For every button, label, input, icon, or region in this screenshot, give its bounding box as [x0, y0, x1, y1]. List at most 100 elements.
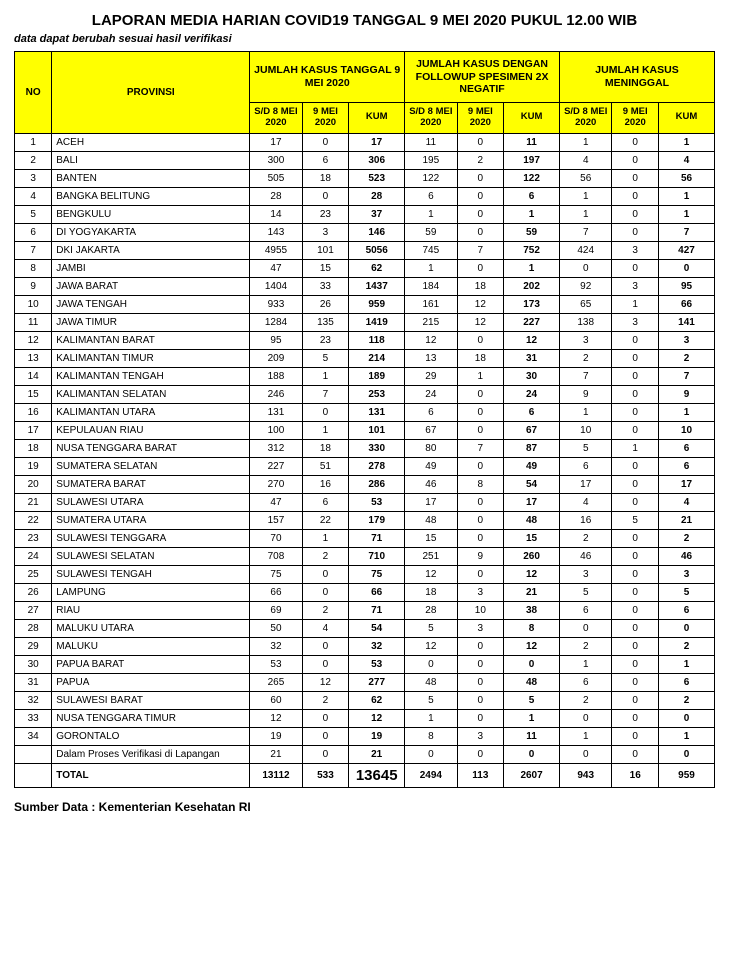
cell-kum: 253: [349, 385, 405, 403]
cell-value: 0: [302, 637, 349, 655]
cell-value: 195: [405, 151, 457, 169]
cell-province: KALIMANTAN SELATAN: [52, 385, 250, 403]
table-row: 8JAMBI471562101000: [15, 259, 715, 277]
cell-value: 7: [302, 385, 349, 403]
cell-kum: 10: [659, 421, 715, 439]
cell-kum: 3: [659, 565, 715, 583]
table-row: 6DI YOGYAKARTA143314659059707: [15, 223, 715, 241]
cell-value: 0: [612, 457, 659, 475]
cell-value: 47: [250, 259, 302, 277]
cell-value: 12: [302, 673, 349, 691]
cell-kum: 12: [504, 331, 560, 349]
cell-value: 122: [405, 169, 457, 187]
cell-kum: 21: [504, 583, 560, 601]
cell-value: 3: [612, 241, 659, 259]
table-row: 28MALUKU UTARA50454538000: [15, 619, 715, 637]
cell-value: 0: [457, 745, 504, 763]
cell-value: 113: [457, 763, 504, 787]
cell-kum: 2607: [504, 763, 560, 787]
header-d9: 9 MEI 2020: [302, 102, 349, 133]
cell-kum: 1419: [349, 313, 405, 331]
cell-kum: 62: [349, 259, 405, 277]
cell-value: 5: [405, 619, 457, 637]
cell-value: 0: [612, 709, 659, 727]
table-row: 10JAWA TENGAH933269591611217365166: [15, 295, 715, 313]
header-sd8: S/D 8 MEI 2020: [405, 102, 457, 133]
cell-kum: 0: [504, 745, 560, 763]
cell-value: 16: [560, 511, 612, 529]
cell-value: 46: [405, 475, 457, 493]
cell-no: 16: [15, 403, 52, 421]
cell-no: 14: [15, 367, 52, 385]
cell-value: 21: [250, 745, 302, 763]
cell-value: 0: [457, 169, 504, 187]
cell-kum: 56: [659, 169, 715, 187]
cell-value: 2494: [405, 763, 457, 787]
cell-kum: 87: [504, 439, 560, 457]
cell-province: SUMATERA BARAT: [52, 475, 250, 493]
cell-value: 708: [250, 547, 302, 565]
cell-kum: 12: [349, 709, 405, 727]
table-row: 29MALUKU3203212012202: [15, 637, 715, 655]
cell-kum: 2: [659, 637, 715, 655]
cell-value: 0: [612, 385, 659, 403]
cell-value: 3: [457, 583, 504, 601]
cell-value: 51: [302, 457, 349, 475]
cell-value: 251: [405, 547, 457, 565]
header-group-followup: JUMLAH KASUS DENGAN FOLLOWUP SPESIMEN 2X…: [405, 52, 560, 103]
cell-value: 8: [457, 475, 504, 493]
cell-value: 16: [612, 763, 659, 787]
table-row: 17KEPULAUAN RIAU10011016706710010: [15, 421, 715, 439]
cell-value: 28: [250, 187, 302, 205]
cell-value: 6: [560, 457, 612, 475]
cell-value: 18: [302, 169, 349, 187]
table-row: 22SUMATERA UTARA157221794804816521: [15, 511, 715, 529]
cell-value: 0: [457, 259, 504, 277]
cell-kum: 1: [504, 709, 560, 727]
table-row: 5BENGKULU142337101101: [15, 205, 715, 223]
cell-no: 11: [15, 313, 52, 331]
cell-province: JAWA BARAT: [52, 277, 250, 295]
header-group-deaths: JUMLAH KASUS MENINGGAL: [560, 52, 715, 103]
cell-kum: 752: [504, 241, 560, 259]
cell-province: DKI JAKARTA: [52, 241, 250, 259]
cell-value: 3: [302, 223, 349, 241]
cell-no: 13: [15, 349, 52, 367]
cell-kum: 146: [349, 223, 405, 241]
cell-value: 7: [457, 439, 504, 457]
cell-value: 0: [612, 691, 659, 709]
cell-value: 0: [457, 223, 504, 241]
cell-value: 0: [457, 655, 504, 673]
cell-value: 15: [302, 259, 349, 277]
cell-no: 5: [15, 205, 52, 223]
cell-value: 1: [302, 421, 349, 439]
cell-value: 0: [457, 457, 504, 475]
cell-value: 12: [405, 331, 457, 349]
cell-value: 2: [457, 151, 504, 169]
cell-value: 1: [405, 205, 457, 223]
table-row: 12KALIMANTAN BARAT952311812012303: [15, 331, 715, 349]
cell-kum: 5056: [349, 241, 405, 259]
cell-value: 0: [457, 133, 504, 151]
cell-value: 0: [612, 259, 659, 277]
cell-value: 0: [560, 259, 612, 277]
cell-kum: 9: [659, 385, 715, 403]
cell-kum: 959: [659, 763, 715, 787]
table-row: 2BALI30063061952197404: [15, 151, 715, 169]
cell-value: 227: [250, 457, 302, 475]
cell-value: 2: [302, 691, 349, 709]
cell-value: 6: [405, 187, 457, 205]
cell-kum: 7: [659, 367, 715, 385]
cell-value: 1: [457, 367, 504, 385]
cell-value: 3: [457, 727, 504, 745]
cell-province: MALUKU UTARA: [52, 619, 250, 637]
table-row: 33NUSA TENGGARA TIMUR12012101000: [15, 709, 715, 727]
cell-value: 0: [612, 133, 659, 151]
table-row: 1ACEH1701711011101: [15, 133, 715, 151]
cell-province: SUMATERA UTARA: [52, 511, 250, 529]
table-row: 25SULAWESI TENGAH7507512012303: [15, 565, 715, 583]
cell-value: 46: [560, 547, 612, 565]
cell-kum: 523: [349, 169, 405, 187]
cell-value: 18: [457, 349, 504, 367]
cell-value: 0: [612, 601, 659, 619]
